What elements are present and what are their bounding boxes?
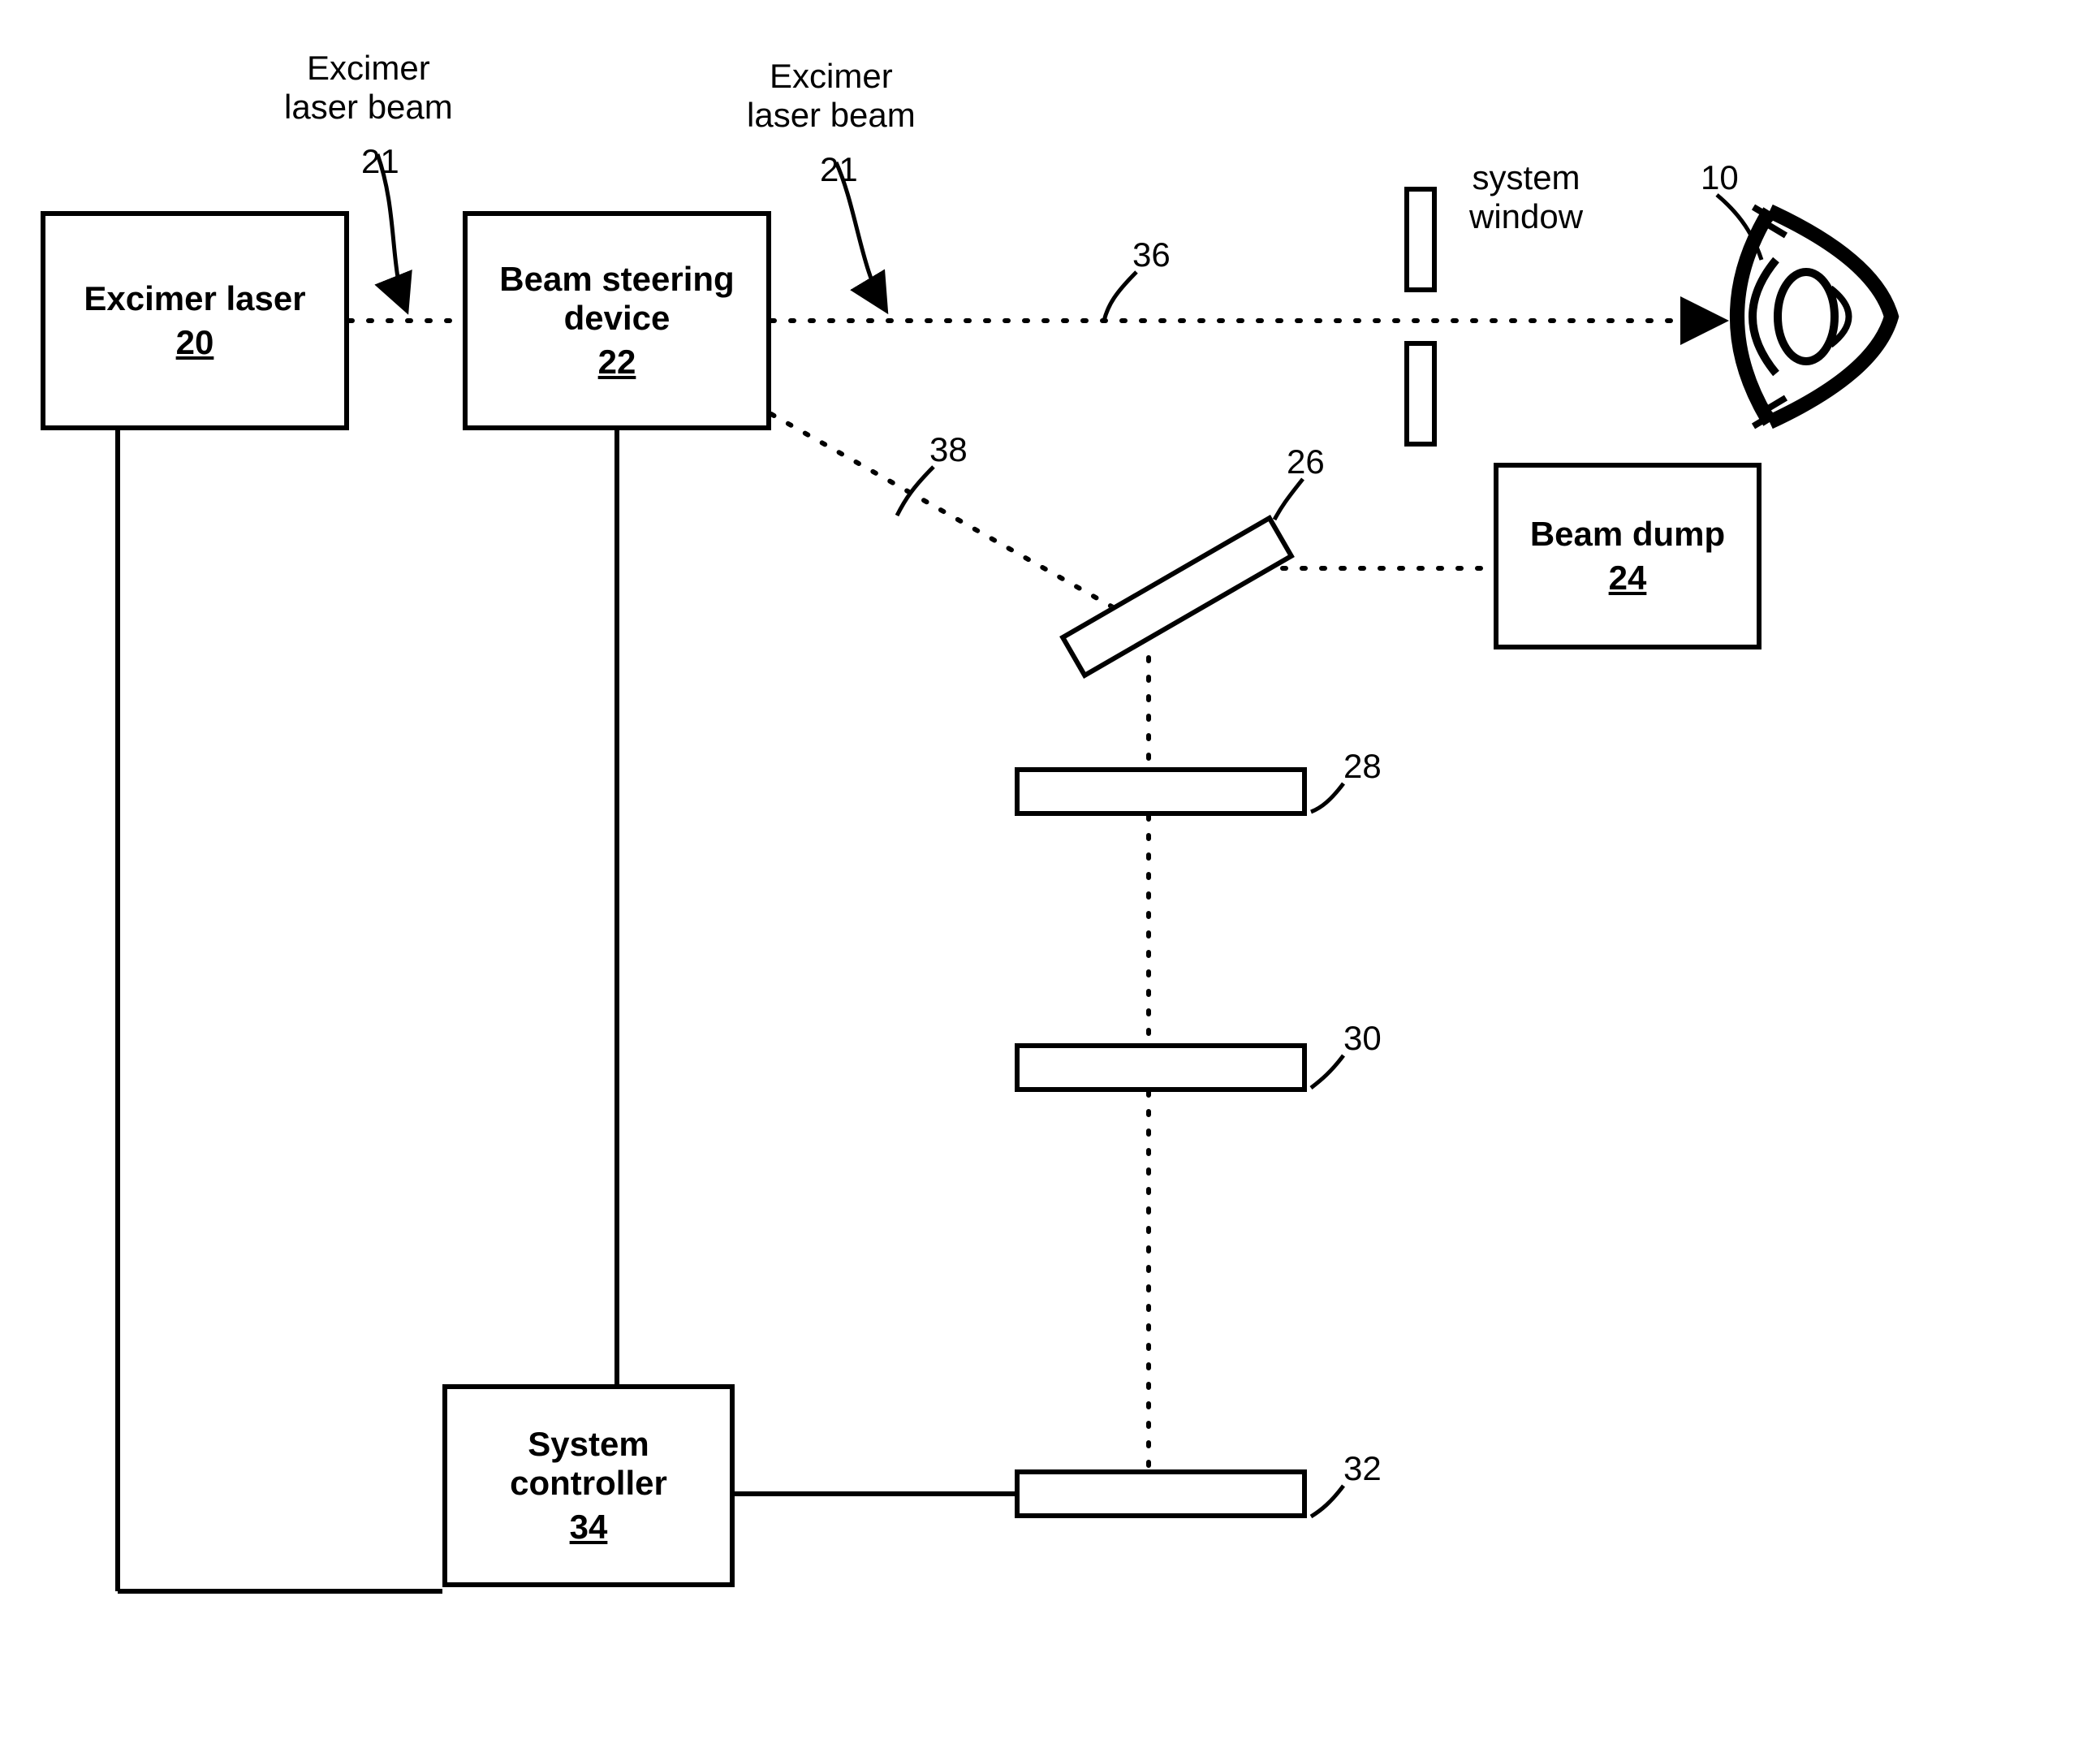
- label-excimer-beam-1: Excimerlaser beam: [284, 49, 453, 127]
- beam-steering-box: Beam steering device 22: [463, 211, 771, 430]
- excimer-laser-box: Excimer laser 20: [41, 211, 349, 430]
- optical-element-30: [1015, 1043, 1307, 1092]
- beam-dump-title: Beam dump: [1530, 515, 1725, 554]
- label-excimer-beam-2: Excimerlaser beam: [747, 57, 916, 136]
- diagram-canvas: Excimer laser 20 Beam steering device 22…: [0, 0, 2100, 1739]
- system-controller-ref: 34: [570, 1508, 608, 1547]
- system-window-bottom: [1404, 341, 1437, 447]
- ref-10: 10: [1701, 158, 1739, 197]
- beam-dump-ref: 24: [1609, 559, 1647, 598]
- excimer-laser-title: Excimer laser: [84, 279, 305, 318]
- system-controller-box: System controller 34: [442, 1384, 735, 1587]
- mirror-26: [1059, 515, 1295, 679]
- ref-38: 38: [929, 430, 968, 469]
- label-system-window: systemwindow: [1469, 158, 1583, 237]
- ref-36: 36: [1132, 235, 1171, 274]
- eye-icon: [1737, 207, 1891, 426]
- ref-28: 28: [1343, 747, 1382, 786]
- beam-steering-ref: 22: [598, 343, 636, 382]
- detector-32: [1015, 1469, 1307, 1518]
- ref-26: 26: [1287, 442, 1325, 481]
- beam-steering-title: Beam steering device: [468, 260, 766, 338]
- ref-30: 30: [1343, 1019, 1382, 1058]
- system-window-top: [1404, 187, 1437, 292]
- optical-element-28: [1015, 767, 1307, 816]
- ref-21b: 21: [820, 150, 858, 189]
- excimer-laser-ref: 20: [176, 323, 214, 362]
- beam-dump-box: Beam dump 24: [1494, 463, 1761, 649]
- ref-32: 32: [1343, 1449, 1382, 1488]
- ref-21a: 21: [361, 142, 399, 181]
- system-controller-title: System controller: [447, 1425, 730, 1503]
